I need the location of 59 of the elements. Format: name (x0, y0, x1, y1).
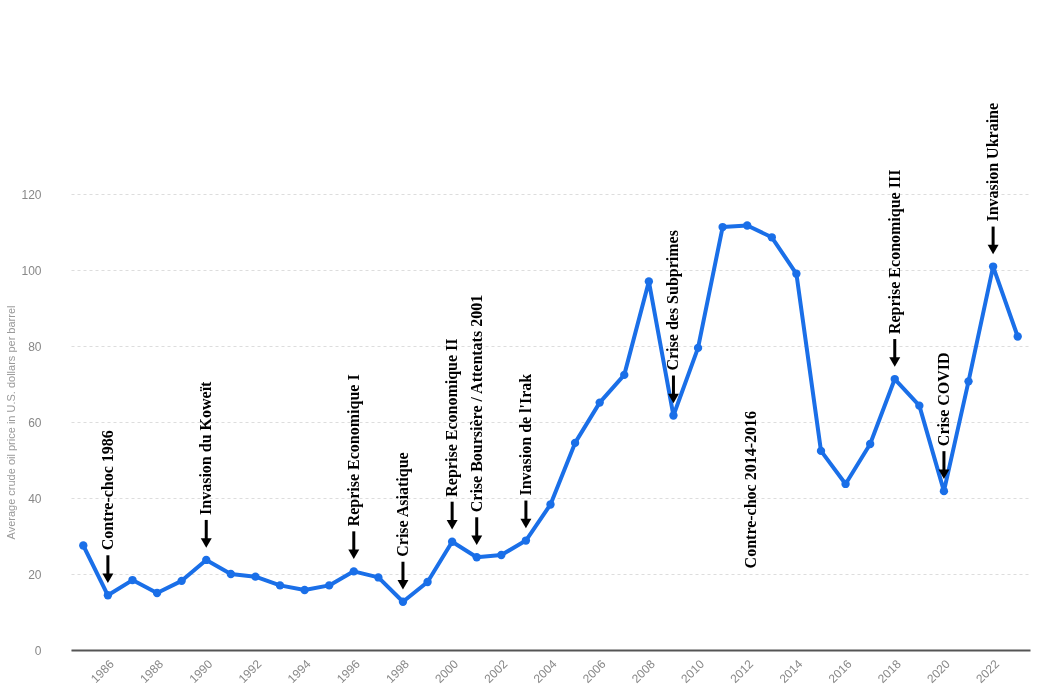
point (546, 500, 555, 509)
point (202, 555, 211, 565)
annotation: Contre-choc 1986 (98, 430, 116, 551)
annotation: Crise des Subprimes (664, 230, 683, 371)
point (1013, 332, 1022, 341)
point (644, 277, 654, 286)
point (915, 401, 924, 410)
point (939, 486, 949, 496)
annotation: Crise Boursière / Attentats 2001 (467, 294, 485, 513)
point (423, 577, 432, 587)
y-tick-label: 60 (28, 415, 42, 430)
point (275, 581, 285, 590)
point (325, 581, 334, 590)
annotation: Reprise Economique I (344, 374, 363, 527)
point (374, 573, 383, 582)
annotation: Crise Asiatique (393, 452, 412, 557)
y-tick-label: 80 (28, 339, 42, 354)
point (103, 591, 113, 600)
annotation: Contre-choc 2014-2016 (742, 410, 760, 569)
point (79, 541, 88, 550)
point (570, 438, 580, 448)
point (718, 222, 727, 232)
point (792, 269, 801, 278)
y-tick-label: 120 (21, 187, 42, 202)
point (349, 567, 358, 576)
annotation: Crise COVID (934, 352, 952, 447)
point (988, 262, 998, 271)
point (300, 585, 309, 595)
y-tick-label: 0 (34, 643, 42, 658)
y-tick-label: 20 (28, 567, 42, 582)
point (743, 221, 752, 230)
point (595, 398, 604, 407)
point (226, 569, 236, 579)
point (177, 576, 186, 586)
point (890, 374, 899, 384)
point (669, 411, 678, 420)
point (398, 597, 408, 606)
point (497, 550, 506, 560)
point (521, 536, 531, 545)
point (865, 439, 875, 449)
point (152, 588, 162, 598)
annotation: Reprise Economique III (885, 169, 904, 335)
annotation: Reprise Economique II (443, 338, 462, 497)
point (128, 575, 137, 585)
annotation: Invasion du Koweït (197, 380, 215, 515)
point (841, 479, 850, 489)
point (767, 233, 776, 242)
point (447, 537, 457, 546)
y-axis-title: Average crude oil price in U.S. dollars per barrel (5, 305, 18, 540)
point (620, 370, 629, 380)
y-tick-label: 100 (21, 263, 42, 278)
point (693, 343, 703, 353)
point (816, 446, 826, 456)
point (472, 553, 481, 562)
point (251, 572, 260, 581)
point (964, 377, 973, 386)
annotation: Invasion de l'Irak (516, 373, 534, 496)
annotation: Invasion Ukraine (984, 102, 1002, 222)
y-tick-label: 40 (28, 491, 42, 506)
